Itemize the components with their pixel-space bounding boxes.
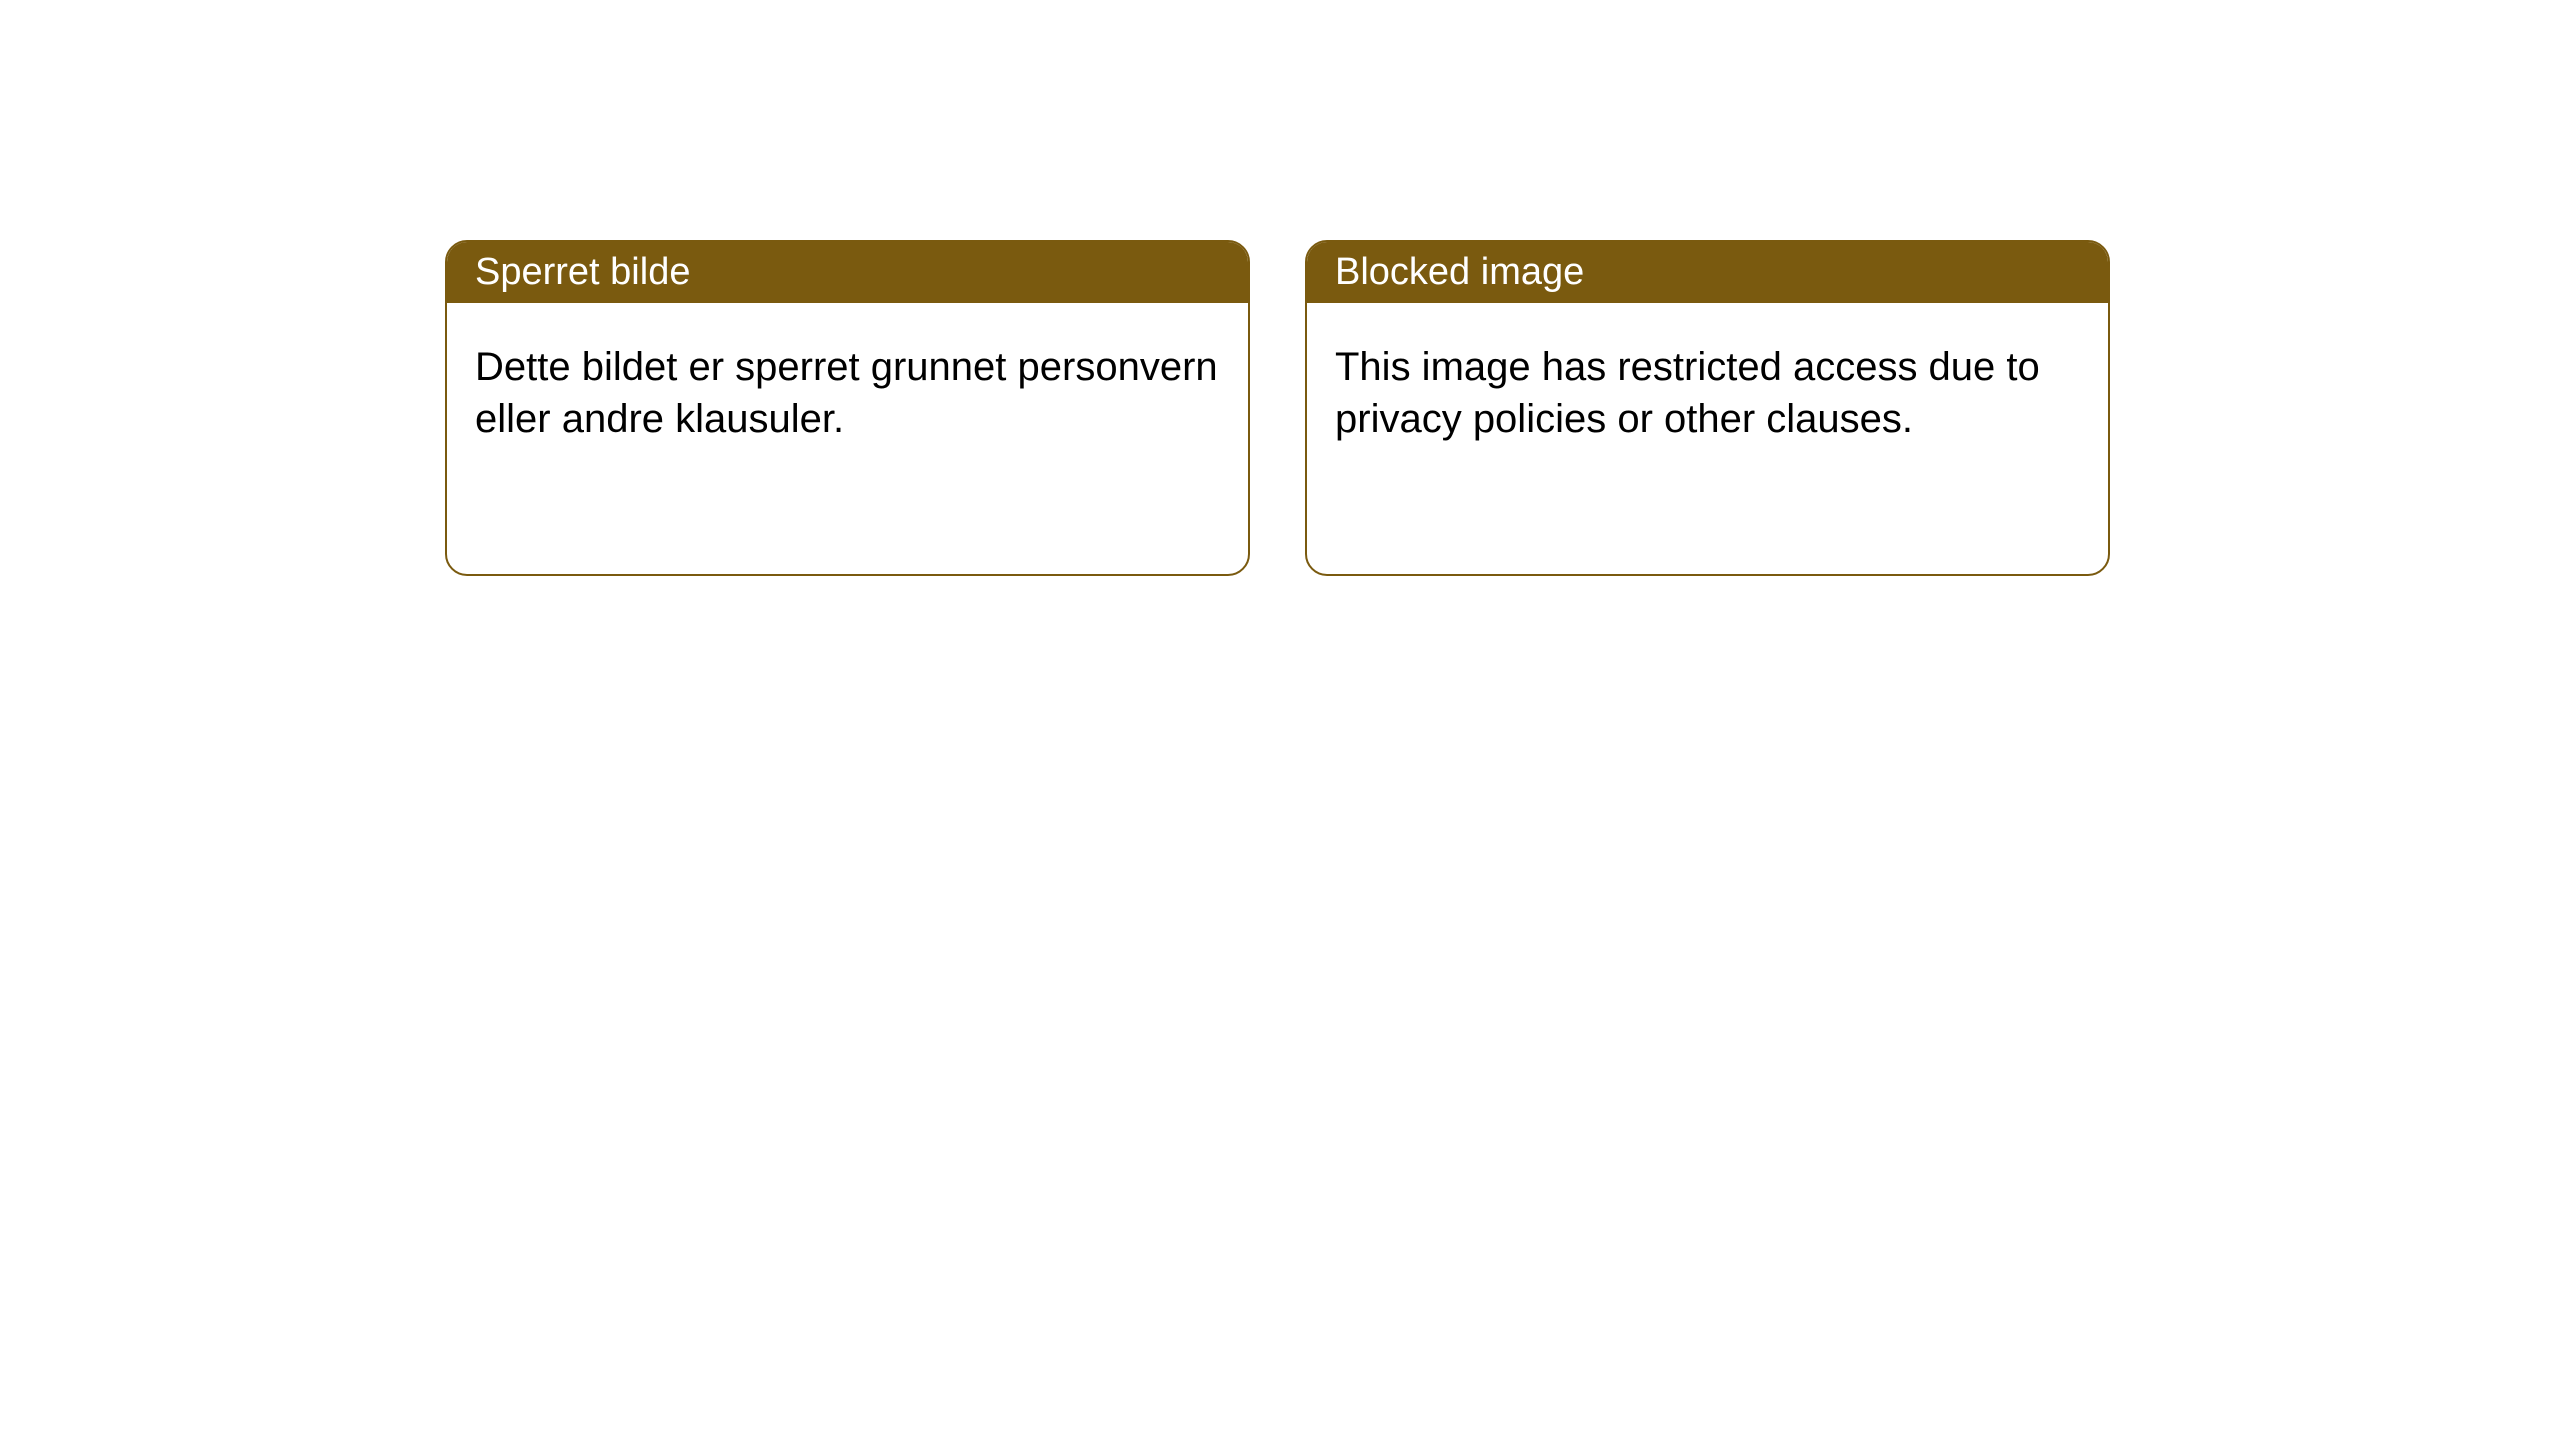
card-header-text-norwegian: Sperret bilde xyxy=(475,251,690,294)
blocked-image-card-english: Blocked image This image has restricted … xyxy=(1305,240,2110,576)
blocked-image-card-norwegian: Sperret bilde Dette bildet er sperret gr… xyxy=(445,240,1250,576)
blocked-image-cards-container: Sperret bilde Dette bildet er sperret gr… xyxy=(445,240,2110,576)
card-body-text-english: This image has restricted access due to … xyxy=(1335,341,2080,445)
card-header-text-english: Blocked image xyxy=(1335,251,1584,294)
card-header-english: Blocked image xyxy=(1307,242,2108,303)
card-body-text-norwegian: Dette bildet er sperret grunnet personve… xyxy=(475,341,1220,445)
card-body-english: This image has restricted access due to … xyxy=(1307,303,2108,483)
card-header-norwegian: Sperret bilde xyxy=(447,242,1248,303)
card-body-norwegian: Dette bildet er sperret grunnet personve… xyxy=(447,303,1248,483)
